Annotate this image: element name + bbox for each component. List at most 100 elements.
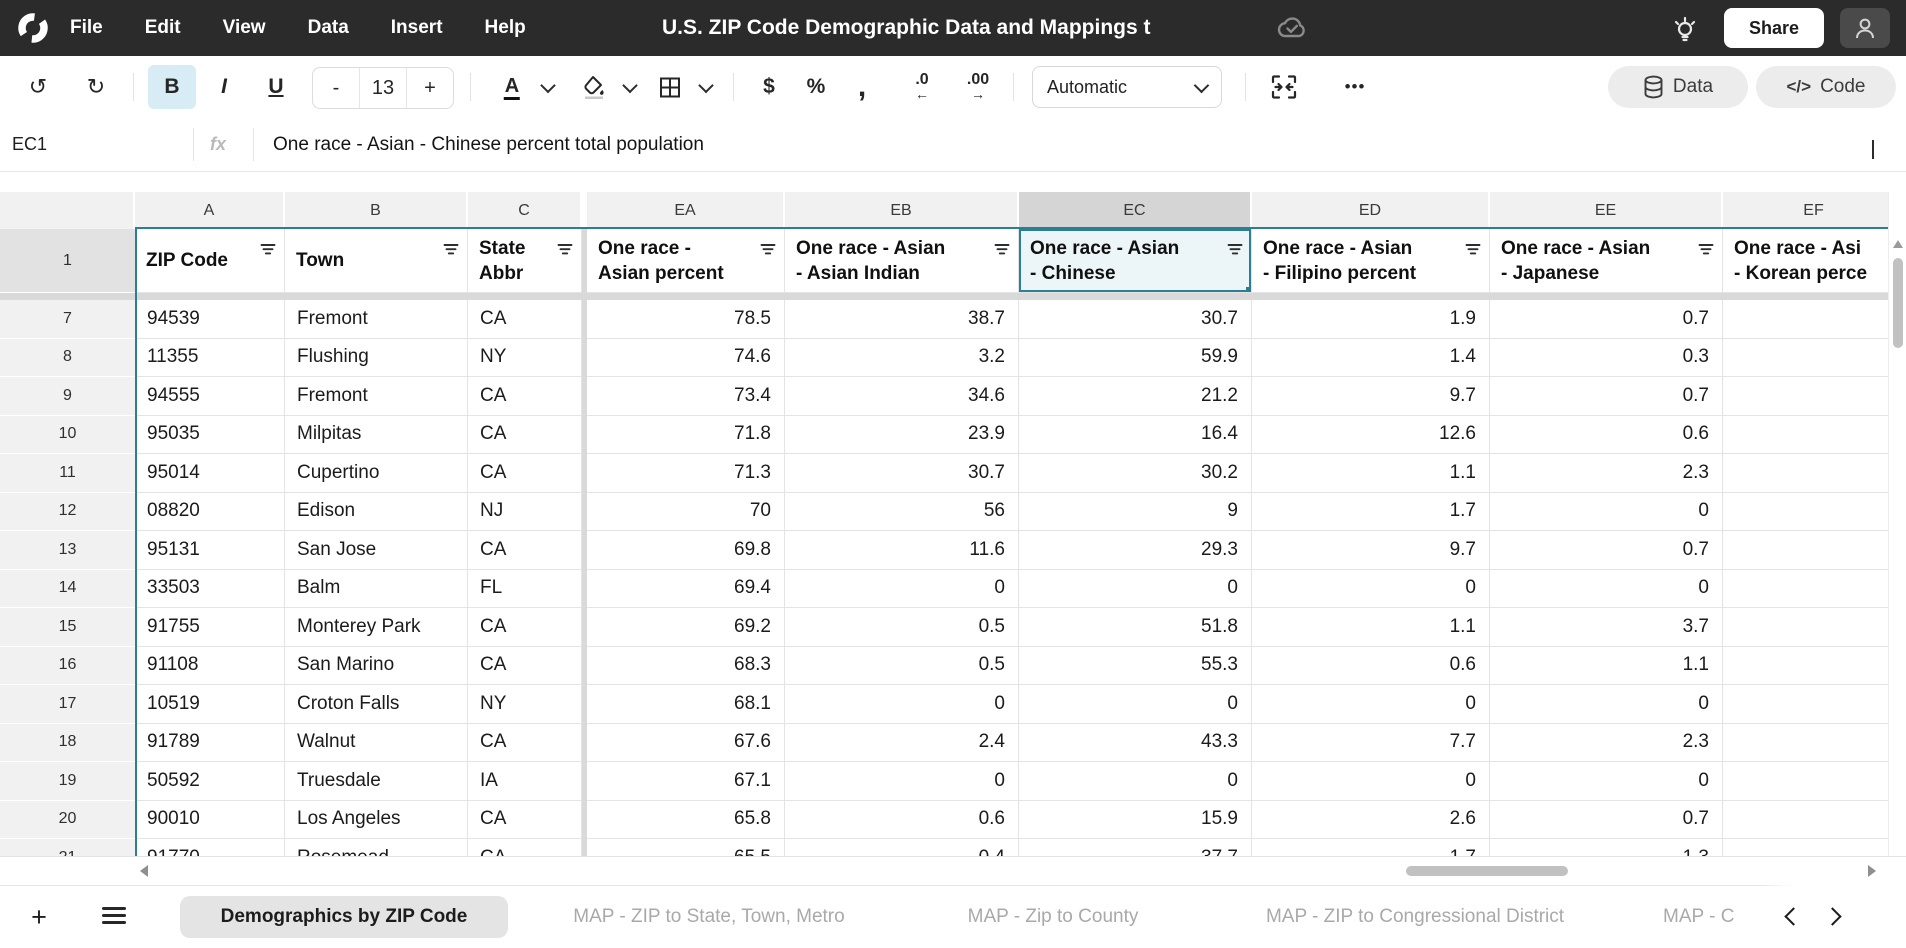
menu-insert[interactable]: Insert <box>390 17 443 38</box>
filter-icon[interactable] <box>760 243 776 256</box>
cell-A10[interactable]: 95035 <box>135 415 285 454</box>
cell-ED14[interactable]: 0 <box>1252 569 1490 608</box>
cell-EA9[interactable]: 73.4 <box>587 377 785 416</box>
row-number-18[interactable]: 18 <box>0 723 135 762</box>
header-cell-C1[interactable]: State Abbr <box>468 229 582 293</box>
cell-B12[interactable]: Edison <box>285 492 468 531</box>
cell-EE12[interactable]: 0 <box>1490 492 1723 531</box>
cell-EF14[interactable] <box>1723 569 1906 608</box>
thousands-separator-button[interactable]: , <box>857 70 867 103</box>
cell-EA11[interactable]: 71.3 <box>587 454 785 493</box>
cell-EB20[interactable]: 0.6 <box>785 800 1019 839</box>
font-size-value[interactable]: 13 <box>359 68 407 108</box>
cell-EF13[interactable] <box>1723 531 1906 570</box>
cell-EE20[interactable]: 0.7 <box>1490 800 1723 839</box>
formula-input[interactable]: One race - Asian - Chinese percent total… <box>273 134 704 155</box>
menu-view[interactable]: View <box>222 17 266 38</box>
cell-B7[interactable]: Fremont <box>285 300 468 339</box>
cell-EB19[interactable]: 0 <box>785 762 1019 801</box>
horizontal-scrollbar[interactable] <box>0 856 1906 886</box>
sheet-tab-4[interactable]: MAP - C <box>1663 906 1735 927</box>
cell-EE21[interactable]: 1.3 <box>1490 839 1723 856</box>
cell-EB10[interactable]: 23.9 <box>785 415 1019 454</box>
cell-EA21[interactable]: 65.5 <box>587 839 785 856</box>
cell-C19[interactable]: IA <box>468 762 582 801</box>
rows-logo-icon[interactable] <box>16 11 50 45</box>
sheet-tab-3[interactable]: MAP - ZIP to Congressional District <box>1265 906 1565 927</box>
cell-B13[interactable]: San Jose <box>285 531 468 570</box>
cell-ED11[interactable]: 1.1 <box>1252 454 1490 493</box>
cell-EB15[interactable]: 0.5 <box>785 608 1019 647</box>
sheet-tab-active[interactable]: Demographics by ZIP Code <box>180 896 508 938</box>
cell-EC8[interactable]: 59.9 <box>1019 338 1252 377</box>
row-number-14[interactable]: 14 <box>0 569 135 608</box>
cell-B17[interactable]: Croton Falls <box>285 685 468 724</box>
column-header-EC[interactable]: EC <box>1019 192 1252 229</box>
decrease-font-size-button[interactable]: - <box>332 76 340 99</box>
cell-A16[interactable]: 91108 <box>135 646 285 685</box>
borders-button[interactable] <box>660 56 681 118</box>
cell-ED19[interactable]: 0 <box>1252 762 1490 801</box>
cell-C16[interactable]: CA <box>468 646 582 685</box>
filter-icon[interactable] <box>1465 243 1481 256</box>
code-panel-button[interactable]: </> Code <box>1756 66 1896 108</box>
share-button[interactable]: Share <box>1724 8 1824 48</box>
cell-EE11[interactable]: 2.3 <box>1490 454 1723 493</box>
cell-B11[interactable]: Cupertino <box>285 454 468 493</box>
cell-A18[interactable]: 91789 <box>135 723 285 762</box>
row-number-17[interactable]: 17 <box>0 685 135 724</box>
tabs-scroll-left-icon[interactable] <box>1784 906 1803 926</box>
row-number-1[interactable]: 1 <box>0 229 135 293</box>
cell-EF10[interactable] <box>1723 415 1906 454</box>
cell-B19[interactable]: Truesdale <box>285 762 468 801</box>
cell-C20[interactable]: CA <box>468 800 582 839</box>
cell-EE14[interactable]: 0 <box>1490 569 1723 608</box>
cell-EF19[interactable] <box>1723 762 1906 801</box>
column-header-EB[interactable]: EB <box>785 192 1019 229</box>
data-panel-button[interactable]: Data <box>1608 66 1748 108</box>
cell-A9[interactable]: 94555 <box>135 377 285 416</box>
cell-EC12[interactable]: 9 <box>1019 492 1252 531</box>
text-color-dropdown[interactable] <box>540 56 556 118</box>
cell-ED21[interactable]: 1.7 <box>1252 839 1490 856</box>
filter-icon[interactable] <box>994 243 1010 256</box>
cell-EB8[interactable]: 3.2 <box>785 338 1019 377</box>
column-header-EF[interactable]: EF <box>1723 192 1906 229</box>
row-number-19[interactable]: 19 <box>0 762 135 801</box>
borders-dropdown[interactable] <box>698 56 714 118</box>
cell-EE8[interactable]: 0.3 <box>1490 338 1723 377</box>
account-button[interactable] <box>1840 8 1890 48</box>
cell-EC10[interactable]: 16.4 <box>1019 415 1252 454</box>
cell-ED18[interactable]: 7.7 <box>1252 723 1490 762</box>
horizontal-scrollbar-thumb[interactable] <box>1406 866 1568 876</box>
menu-help[interactable]: Help <box>484 17 526 38</box>
fill-color-button[interactable] <box>583 56 605 118</box>
cell-A15[interactable]: 91755 <box>135 608 285 647</box>
sheet-list-menu-button[interactable] <box>102 907 126 924</box>
cell-EA16[interactable]: 68.3 <box>587 646 785 685</box>
row-number-9[interactable]: 9 <box>0 377 135 416</box>
cell-B10[interactable]: Milpitas <box>285 415 468 454</box>
cell-B15[interactable]: Monterey Park <box>285 608 468 647</box>
cell-C12[interactable]: NJ <box>468 492 582 531</box>
cell-reference-box[interactable]: EC1 <box>12 134 48 154</box>
cell-EE15[interactable]: 3.7 <box>1490 608 1723 647</box>
cell-EB7[interactable]: 38.7 <box>785 300 1019 339</box>
cell-EA17[interactable]: 68.1 <box>587 685 785 724</box>
cell-EE19[interactable]: 0 <box>1490 762 1723 801</box>
underline-button[interactable]: U <box>268 75 284 98</box>
number-format-select[interactable]: Automatic <box>1032 66 1222 108</box>
cell-A17[interactable]: 10519 <box>135 685 285 724</box>
cell-EC14[interactable]: 0 <box>1019 569 1252 608</box>
add-sheet-button[interactable]: + <box>31 901 47 932</box>
header-cell-A1[interactable]: ZIP Code <box>135 229 285 293</box>
cell-EE16[interactable]: 1.1 <box>1490 646 1723 685</box>
cell-ED17[interactable]: 0 <box>1252 685 1490 724</box>
cell-EB18[interactable]: 2.4 <box>785 723 1019 762</box>
cell-C8[interactable]: NY <box>468 338 582 377</box>
cell-EE17[interactable]: 0 <box>1490 685 1723 724</box>
bold-button[interactable]: B <box>148 65 196 109</box>
row-number-15[interactable]: 15 <box>0 608 135 647</box>
column-header-C[interactable]: C <box>468 192 582 229</box>
cell-B9[interactable]: Fremont <box>285 377 468 416</box>
